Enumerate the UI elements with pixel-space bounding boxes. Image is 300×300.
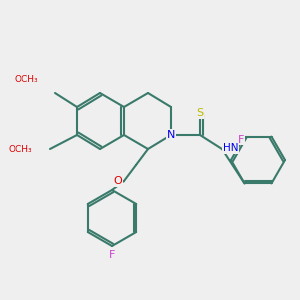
Text: HN: HN	[223, 143, 239, 153]
Text: F: F	[238, 135, 245, 145]
Text: N: N	[167, 130, 175, 140]
Text: F: F	[109, 250, 115, 260]
Text: OCH₃: OCH₃	[14, 76, 38, 85]
Text: OCH₃: OCH₃	[8, 145, 32, 154]
Text: S: S	[196, 108, 204, 118]
Text: O: O	[113, 176, 122, 186]
